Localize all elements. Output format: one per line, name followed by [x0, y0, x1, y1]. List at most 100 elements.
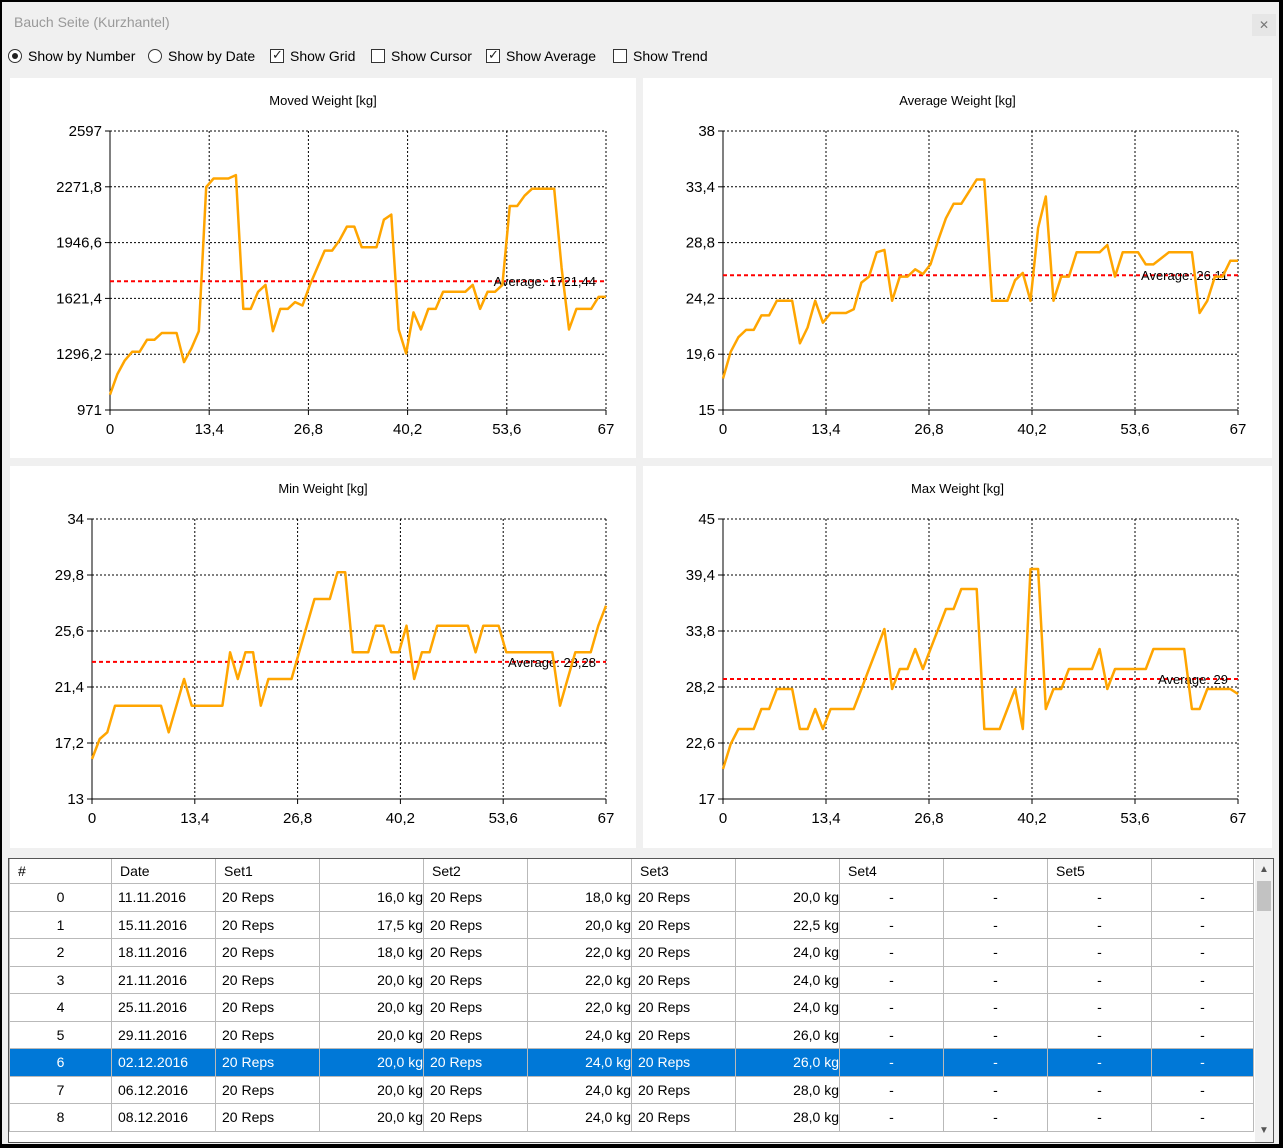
- table-cell[interactable]: 20 Reps: [423, 1048, 528, 1077]
- column-header[interactable]: [735, 859, 840, 884]
- table-row[interactable]: 8 08.12.2016 20 Reps 20,0 kg 20 Reps 24,0 kg 2…: [9, 1103, 1254, 1132]
- table-cell[interactable]: 4: [9, 993, 112, 1022]
- table-cell[interactable]: 20,0 kg: [735, 883, 840, 912]
- table-cell[interactable]: 22,0 kg: [527, 965, 632, 994]
- column-header[interactable]: #: [9, 859, 112, 884]
- table-cell[interactable]: 7: [9, 1075, 112, 1104]
- column-header[interactable]: Set5: [1047, 859, 1152, 884]
- scroll-down-icon[interactable]: ▼: [1259, 1125, 1269, 1136]
- table-cell[interactable]: 18.11.2016: [111, 938, 216, 967]
- table-cell[interactable]: 24,0 kg: [527, 1103, 632, 1132]
- table-cell[interactable]: -: [1047, 965, 1152, 994]
- table-cell[interactable]: 18,0 kg: [319, 938, 424, 967]
- table-row[interactable]: 7 06.12.2016 20 Reps 20,0 kg 20 Reps 24,0 kg 2…: [9, 1075, 1254, 1104]
- table-cell[interactable]: 0: [9, 883, 112, 912]
- table-cell[interactable]: 20,0 kg: [319, 1103, 424, 1132]
- table-cell[interactable]: 2: [9, 938, 112, 967]
- table-cell[interactable]: 20 Reps: [423, 883, 528, 912]
- table-cell[interactable]: -: [1047, 883, 1152, 912]
- table-cell[interactable]: -: [1151, 1075, 1254, 1104]
- table-row[interactable]: 3 21.11.2016 20 Reps 20,0 kg 20 Reps 22,0 kg 2…: [9, 965, 1254, 994]
- table-cell[interactable]: 20,0 kg: [319, 1075, 424, 1104]
- column-header[interactable]: [527, 859, 632, 884]
- table-cell[interactable]: 24,0 kg: [527, 1075, 632, 1104]
- scroll-up-icon[interactable]: ▲: [1259, 864, 1269, 875]
- table-cell[interactable]: -: [1047, 1075, 1152, 1104]
- table-cell[interactable]: 20 Reps: [631, 883, 736, 912]
- table-cell[interactable]: -: [1151, 883, 1254, 912]
- table-cell[interactable]: 20 Reps: [631, 1103, 736, 1132]
- table-row[interactable]: 0 11.11.2016 20 Reps 16,0 kg 20 Reps 18,0 kg 2…: [9, 883, 1254, 912]
- table-cell[interactable]: 22,0 kg: [527, 993, 632, 1022]
- scroll-thumb[interactable]: [1257, 881, 1271, 911]
- column-header[interactable]: [319, 859, 424, 884]
- table-row[interactable]: 5 29.11.2016 20 Reps 20,0 kg 20 Reps 24,0 kg 2…: [9, 1020, 1254, 1049]
- table-cell[interactable]: 20 Reps: [215, 993, 320, 1022]
- table-cell[interactable]: 18,0 kg: [527, 883, 632, 912]
- table-cell[interactable]: -: [943, 1075, 1048, 1104]
- table-cell[interactable]: 26,0 kg: [735, 1020, 840, 1049]
- table-cell[interactable]: 20 Reps: [631, 1075, 736, 1104]
- table-cell[interactable]: -: [943, 938, 1048, 967]
- table-cell[interactable]: -: [1151, 1048, 1254, 1077]
- table-cell[interactable]: -: [1151, 938, 1254, 967]
- table-cell[interactable]: -: [1151, 910, 1254, 939]
- table-cell[interactable]: -: [839, 1103, 944, 1132]
- table-cell[interactable]: -: [943, 993, 1048, 1022]
- table-cell[interactable]: 3: [9, 965, 112, 994]
- table-row[interactable]: 1 15.11.2016 20 Reps 17,5 kg 20 Reps 20,0 kg 2…: [9, 910, 1254, 939]
- table-cell[interactable]: 15.11.2016: [111, 910, 216, 939]
- table-cell[interactable]: 20 Reps: [631, 993, 736, 1022]
- table-cell[interactable]: 02.12.2016: [111, 1048, 216, 1077]
- table-cell[interactable]: 20,0 kg: [319, 993, 424, 1022]
- table-cell[interactable]: 20 Reps: [215, 1075, 320, 1104]
- table-cell[interactable]: 6: [9, 1048, 112, 1077]
- table-cell[interactable]: 08.12.2016: [111, 1103, 216, 1132]
- table-cell[interactable]: 17,5 kg: [319, 910, 424, 939]
- table-cell[interactable]: 8: [9, 1103, 112, 1132]
- table-cell[interactable]: -: [839, 938, 944, 967]
- column-header[interactable]: Date: [111, 859, 216, 884]
- table-cell[interactable]: 1: [9, 910, 112, 939]
- table-cell[interactable]: 20 Reps: [215, 1103, 320, 1132]
- vertical-scrollbar[interactable]: ▲ ▼: [1255, 859, 1273, 1142]
- table-cell[interactable]: -: [839, 1020, 944, 1049]
- table-row[interactable]: 2 18.11.2016 20 Reps 18,0 kg 20 Reps 22,0 kg 2…: [9, 938, 1254, 967]
- table-cell[interactable]: -: [839, 993, 944, 1022]
- table-cell[interactable]: -: [1151, 1103, 1254, 1132]
- table-cell[interactable]: 24,0 kg: [735, 965, 840, 994]
- table-cell[interactable]: -: [943, 910, 1048, 939]
- table-cell[interactable]: 28,0 kg: [735, 1103, 840, 1132]
- table-cell[interactable]: 11.11.2016: [111, 883, 216, 912]
- table-cell[interactable]: 20 Reps: [215, 938, 320, 967]
- table-cell[interactable]: 16,0 kg: [319, 883, 424, 912]
- table-cell[interactable]: 20,0 kg: [319, 1020, 424, 1049]
- table-cell[interactable]: 22,0 kg: [527, 938, 632, 967]
- table-cell[interactable]: 20 Reps: [215, 1048, 320, 1077]
- column-header[interactable]: Set3: [631, 859, 736, 884]
- table-cell[interactable]: 20 Reps: [631, 910, 736, 939]
- table-cell[interactable]: 20 Reps: [423, 910, 528, 939]
- table-cell[interactable]: 20 Reps: [215, 883, 320, 912]
- table-cell[interactable]: -: [943, 1020, 1048, 1049]
- table-cell[interactable]: -: [1047, 1103, 1152, 1132]
- table-cell[interactable]: 20 Reps: [423, 1075, 528, 1104]
- table-cell[interactable]: 06.12.2016: [111, 1075, 216, 1104]
- table-cell[interactable]: 24,0 kg: [527, 1048, 632, 1077]
- table-cell[interactable]: -: [943, 965, 1048, 994]
- table-cell[interactable]: 20,0 kg: [319, 1048, 424, 1077]
- table-cell[interactable]: 20 Reps: [423, 938, 528, 967]
- table-cell[interactable]: -: [839, 910, 944, 939]
- table-cell[interactable]: 20 Reps: [631, 965, 736, 994]
- table-cell[interactable]: 20 Reps: [423, 993, 528, 1022]
- table-cell[interactable]: -: [1151, 965, 1254, 994]
- table-cell[interactable]: -: [839, 1048, 944, 1077]
- table-cell[interactable]: -: [839, 965, 944, 994]
- table-cell[interactable]: 20 Reps: [215, 1020, 320, 1049]
- table-cell[interactable]: -: [943, 1103, 1048, 1132]
- table-cell[interactable]: 28,0 kg: [735, 1075, 840, 1104]
- table-cell[interactable]: 20 Reps: [631, 1020, 736, 1049]
- column-header[interactable]: Set1: [215, 859, 320, 884]
- table-cell[interactable]: -: [1151, 993, 1254, 1022]
- table-cell[interactable]: 25.11.2016: [111, 993, 216, 1022]
